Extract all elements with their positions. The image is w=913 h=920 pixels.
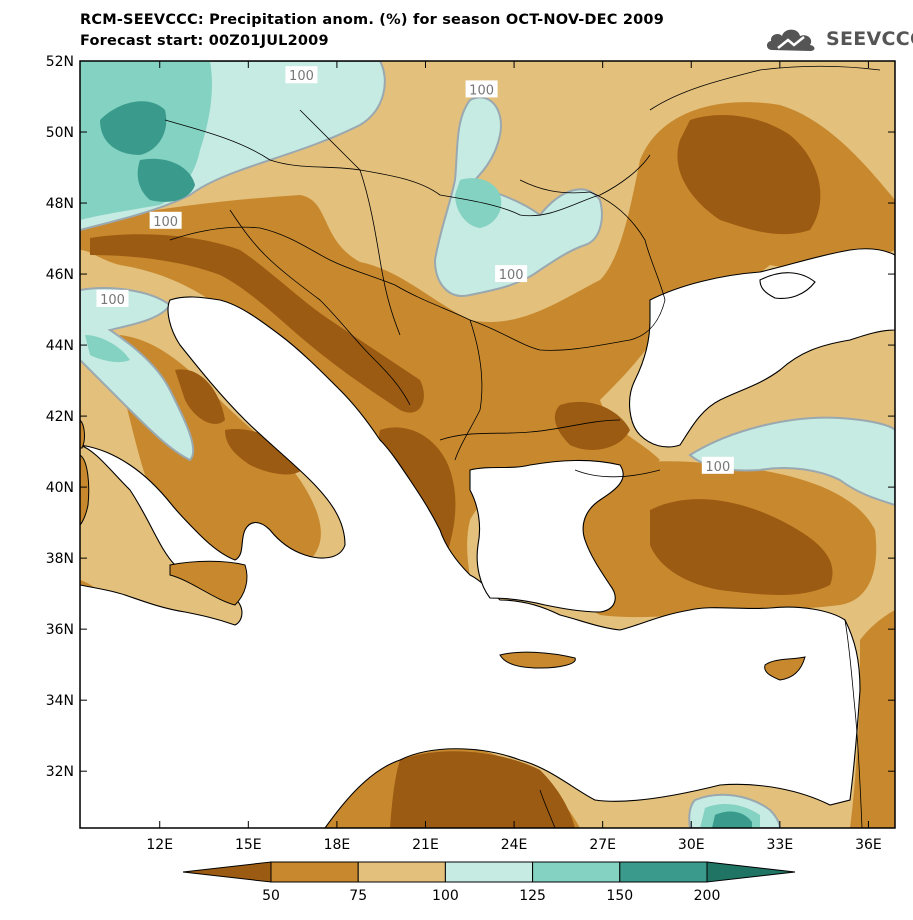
colorbar-segment <box>357 861 446 883</box>
lat-tick-label: 36N <box>46 622 74 638</box>
field-below-50-7 <box>175 369 225 424</box>
field-below-50-1 <box>90 234 424 413</box>
colorbar-label: 150 <box>606 888 633 904</box>
corsica <box>80 419 85 449</box>
lon-tick-label: 33E <box>767 837 794 853</box>
colorbar-label: 125 <box>519 888 546 904</box>
cloud-logo-icon <box>766 29 815 51</box>
contour-label-box <box>149 211 182 229</box>
contour-label-box <box>701 456 734 474</box>
contour-label: 100 <box>705 460 730 475</box>
field-100-125-turkey-north <box>688 416 895 507</box>
sea-and-coastlines <box>80 248 895 828</box>
crete <box>499 651 576 669</box>
field-150-200-germany-2 <box>137 158 195 202</box>
lon-tick-label: 24E <box>501 837 528 853</box>
seevccc-logo: SEEVCCC <box>764 24 913 54</box>
mediterranean-sea <box>80 296 861 828</box>
map-title: RCM-SEEVCCC: Precipitation anom. (%) for… <box>80 12 665 28</box>
longitude-axis: 12E 15E 18E 21E 24E 27E 30E 33E 36E <box>146 61 882 853</box>
contour-label: 100 <box>499 268 524 283</box>
field-below-50-8 <box>225 429 305 475</box>
lat-tick-label: 50N <box>46 125 74 141</box>
forecast-start-subtitle: Forecast start: 00Z01JUL2009 <box>80 33 329 49</box>
contour-label-box <box>96 289 129 307</box>
field-50-75-balkans <box>80 102 895 625</box>
field-125-150-adriatic-coast <box>85 335 130 363</box>
country-borders <box>164 65 881 828</box>
field-150-200-germany-1 <box>100 101 167 155</box>
contour-label-box <box>495 265 528 283</box>
lat-tick-label: 34N <box>46 693 74 709</box>
colorbar-label: 75 <box>349 888 367 904</box>
field-150-200-egypt <box>712 811 752 828</box>
contour-label: 100 <box>469 83 494 98</box>
field-125-150-pannonia <box>455 178 502 228</box>
lon-tick-label: 30E <box>678 837 705 853</box>
lon-tick-label: 36E <box>855 837 882 853</box>
sicily <box>169 560 248 606</box>
colorbar-label: 50 <box>262 888 280 904</box>
caspian-azov-area <box>759 272 816 299</box>
field-below-50-4 <box>390 751 575 828</box>
field-below-50-3 <box>650 499 833 595</box>
lon-tick-label: 21E <box>412 837 439 853</box>
lon-tick-label: 18E <box>324 837 351 853</box>
field-100-125-carpathian <box>433 96 603 297</box>
lat-tick-label: 38N <box>46 551 74 567</box>
colorbar-segment <box>619 861 708 883</box>
contour-label: 100 <box>100 293 125 308</box>
anomaly-field <box>80 61 895 828</box>
lon-tick-label: 27E <box>589 837 616 853</box>
lat-tick-label: 52N <box>46 54 74 70</box>
colorbar-label: 100 <box>432 888 459 904</box>
contour-label-box <box>465 80 498 98</box>
map-frame <box>79 60 896 829</box>
field-below-50-5 <box>677 115 821 235</box>
lat-tick-label: 46N <box>46 267 74 283</box>
lon-tick-label: 15E <box>235 837 262 853</box>
lat-tick-label: 44N <box>46 338 74 354</box>
field-50-75-levant <box>850 610 895 828</box>
logo-text: SEEVCCC <box>826 28 913 50</box>
latitude-axis: 52N 50N 48N 46N 44N 42N 40N 38N 36N 34N 32N <box>46 54 895 780</box>
colorbar: 50 75 100 125 150 200 <box>182 861 796 904</box>
lon-tick-label: 12E <box>146 837 173 853</box>
aegean-sea <box>469 459 624 613</box>
islands <box>80 419 806 681</box>
colorbar-segment <box>532 861 621 883</box>
colorbar-segment-gt200 <box>706 861 796 883</box>
colorbar-segment <box>444 861 534 883</box>
contour-labels: 100 100 100 100 100 100 <box>96 66 734 475</box>
lat-tick-label: 32N <box>46 764 74 780</box>
lat-tick-label: 40N <box>46 480 74 496</box>
colorbar-segment <box>270 861 359 883</box>
black-sea <box>629 248 895 448</box>
field-below-50-6 <box>554 401 630 450</box>
colorbar-label: 200 <box>694 888 721 904</box>
colorbar-segment-lt50 <box>182 861 272 883</box>
contour-label: 100 <box>289 69 314 84</box>
lat-tick-label: 48N <box>46 196 74 212</box>
lat-tick-label: 42N <box>46 409 74 425</box>
cyprus <box>764 656 806 681</box>
contour-label: 100 <box>153 215 178 230</box>
contour-label-box <box>285 66 318 84</box>
